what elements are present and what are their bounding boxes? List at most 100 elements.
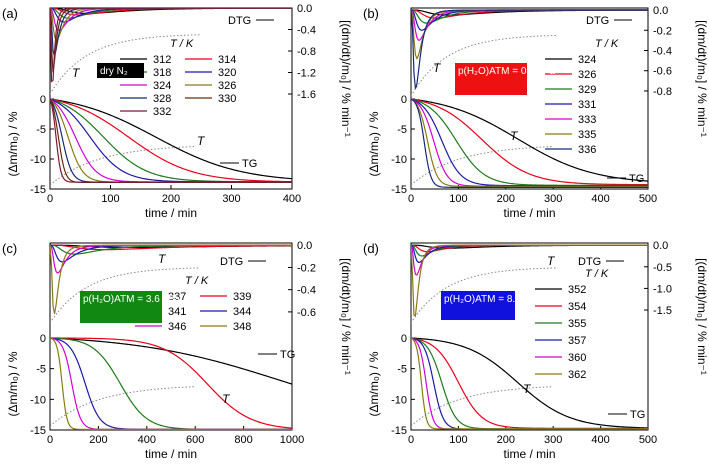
legend-label-328: 328	[153, 93, 171, 105]
dtg-tick-label: -0.6	[653, 66, 672, 78]
dtg-series-line-360	[411, 244, 648, 276]
tg-tick-label: -10	[391, 394, 407, 406]
legend-label-341: 341	[168, 306, 186, 318]
legend-label-330: 330	[218, 93, 236, 105]
dtg-tick-label: -0.6	[297, 307, 316, 319]
x-tick-label: 0	[47, 193, 53, 205]
tg-series-line-329	[411, 98, 648, 186]
dtg-tick-label: -1.6	[297, 89, 316, 101]
tg-axis-label: (Δm/m₀) / %	[367, 351, 381, 416]
curves	[411, 9, 648, 188]
dtg-tick-label: -1.0	[653, 283, 672, 295]
tg-tick-label: -15	[391, 184, 407, 196]
condition-label: p(H₂O)ATM = 3.6 kPa	[83, 294, 180, 305]
tg-tick-label: 0	[401, 333, 407, 345]
condition-label: p(H₂O)ATM = 8.9 kPa	[444, 294, 541, 305]
legend-label-312: 312	[153, 54, 171, 66]
temperature-curve-dtg	[411, 34, 558, 97]
temperature-label-dtg: T	[547, 254, 556, 268]
curves	[50, 244, 292, 430]
x-tick-label: 100	[449, 193, 467, 205]
dtg-series-line-324	[50, 8, 292, 32]
temperature-curve-dtg	[411, 267, 558, 324]
tg-series-line-337	[50, 337, 292, 385]
legend: T / K 352 354 355 357 360 362	[535, 268, 609, 381]
curves	[50, 8, 292, 186]
panel-c: (c) 0 200 400 600 800 1000 time / min 0 -5 -10 -15 (…	[2, 240, 353, 461]
legend-label-360: 360	[568, 352, 586, 364]
temperature-label-tg: T	[197, 134, 206, 148]
tg-series-line-346	[50, 337, 292, 430]
dtg-series-line-348	[50, 244, 292, 314]
tg-label: TG	[280, 349, 295, 361]
tg-series-line-332	[50, 98, 292, 183]
tg-tick-label: -5	[36, 364, 46, 376]
dtg-tick-label: 0.0	[297, 3, 312, 15]
condition-box	[455, 63, 527, 95]
x-tick-label: 100	[101, 193, 119, 205]
temperature-label-dtg: T	[72, 66, 81, 80]
tg-series-line-341	[50, 337, 292, 430]
temperature-curve-tg	[50, 386, 196, 427]
tg-series-line-344	[50, 337, 292, 430]
tg-label: TG	[630, 409, 645, 421]
x-axis-label: time / min	[145, 447, 197, 461]
legend-label-336: 336	[578, 144, 596, 156]
legend-label-326: 326	[218, 80, 236, 92]
legend-title: T / K	[585, 268, 609, 280]
tg-label: TG	[629, 173, 644, 185]
legend-label-335: 335	[578, 129, 596, 141]
dtg-label: DTG	[228, 15, 251, 27]
x-tick-label: 500	[639, 434, 657, 446]
legend-label-337: 337	[168, 291, 186, 303]
temperature-label-dtg: T	[433, 61, 442, 75]
dtg-series-line-332	[50, 8, 292, 83]
tg-series-line-348	[50, 337, 292, 430]
x-tick-label: 300	[222, 193, 240, 205]
temperature-curve-tg	[411, 386, 554, 427]
legend-label-324: 324	[153, 80, 171, 92]
tg-series-line-339	[50, 337, 292, 429]
temperature-curve-dtg	[50, 267, 201, 324]
condition-box	[97, 63, 144, 78]
tg-tick-label: -15	[30, 425, 46, 437]
tg-tick-label: -5	[397, 124, 407, 136]
legend-label-318: 318	[153, 67, 171, 79]
dtg-tick-label: -1.5	[653, 305, 672, 317]
tg-series-line-335	[411, 98, 648, 187]
tg-tick-label: 0	[401, 94, 407, 106]
temperature-curve-tg	[50, 146, 196, 186]
tg-series-line-314	[50, 98, 292, 183]
tg-tick-label: -10	[30, 154, 46, 166]
condition-label: p(H₂O)ATM = 0.4 kPa	[458, 66, 555, 77]
tg-tick-label: -10	[391, 154, 407, 166]
panel-label: (d)	[363, 241, 379, 256]
dtg-axis-label: [(dm/dt)/m₀] / % min⁻¹	[695, 258, 709, 375]
legend-title: T / K	[170, 38, 194, 50]
tg-series-line-331	[411, 98, 648, 187]
x-tick-label: 0	[47, 434, 53, 446]
x-axis-label: time / min	[503, 206, 555, 220]
x-tick-label: 200	[162, 193, 180, 205]
legend-label-354: 354	[568, 301, 586, 313]
legend-label-320: 320	[218, 67, 236, 79]
legend-label-324: 324	[578, 54, 596, 66]
condition-box	[441, 291, 515, 320]
dtg-label: DTG	[586, 15, 609, 27]
dtg-tick-label: -0.8	[297, 46, 316, 58]
tg-series-line-336	[411, 98, 648, 188]
tg-tick-label: 0	[40, 333, 46, 345]
tg-series-line-326	[411, 98, 648, 186]
dtg-tick-label: -0.4	[297, 285, 316, 297]
tg-axis-label: (Δm/m₀) / %	[367, 111, 381, 176]
x-tick-label: 200	[497, 193, 515, 205]
legend-label-333: 333	[578, 114, 596, 126]
dtg-tick-label: -0.2	[297, 262, 316, 274]
x-tick-label: 300	[544, 434, 562, 446]
temperature-label-tg: T	[510, 129, 519, 143]
x-tick-label: 100	[449, 434, 467, 446]
x-tick-label: 400	[283, 193, 301, 205]
x-tick-label: 200	[89, 434, 107, 446]
tg-tick-label: -10	[30, 394, 46, 406]
